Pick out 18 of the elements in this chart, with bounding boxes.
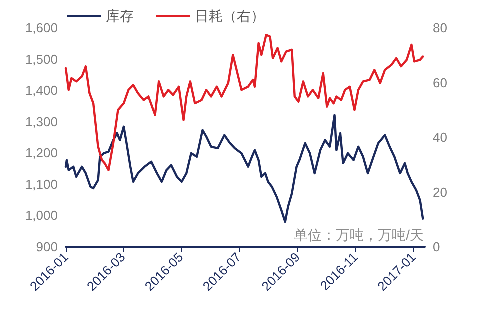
y2-tick-label: 0 bbox=[433, 240, 440, 254]
y-tick-label: 1,400 bbox=[25, 83, 58, 98]
y-tick-label: 1,100 bbox=[25, 176, 58, 192]
y2-tick-label: 80 bbox=[433, 20, 448, 36]
legend-label: 库存 bbox=[106, 8, 134, 24]
y-tick-label: 1,600 bbox=[25, 20, 58, 36]
line-series bbox=[64, 34, 424, 172]
annotation: 单位：万吨，万吨/天 bbox=[294, 227, 424, 243]
y-tick-label: 1,200 bbox=[25, 146, 58, 161]
y2-tick-label: 40 bbox=[433, 130, 448, 145]
y-tick-label: 1,300 bbox=[25, 114, 58, 130]
y2-tick-label: 60 bbox=[433, 75, 448, 90]
y2-tick-label: 20 bbox=[433, 184, 448, 200]
line-series bbox=[64, 114, 424, 224]
y-tick-label: 1,500 bbox=[25, 52, 58, 67]
y-tick-label: 1,000 bbox=[25, 208, 58, 224]
legend-label: 日耗（右） bbox=[195, 8, 265, 24]
y-tick-label: 900 bbox=[36, 240, 58, 254]
